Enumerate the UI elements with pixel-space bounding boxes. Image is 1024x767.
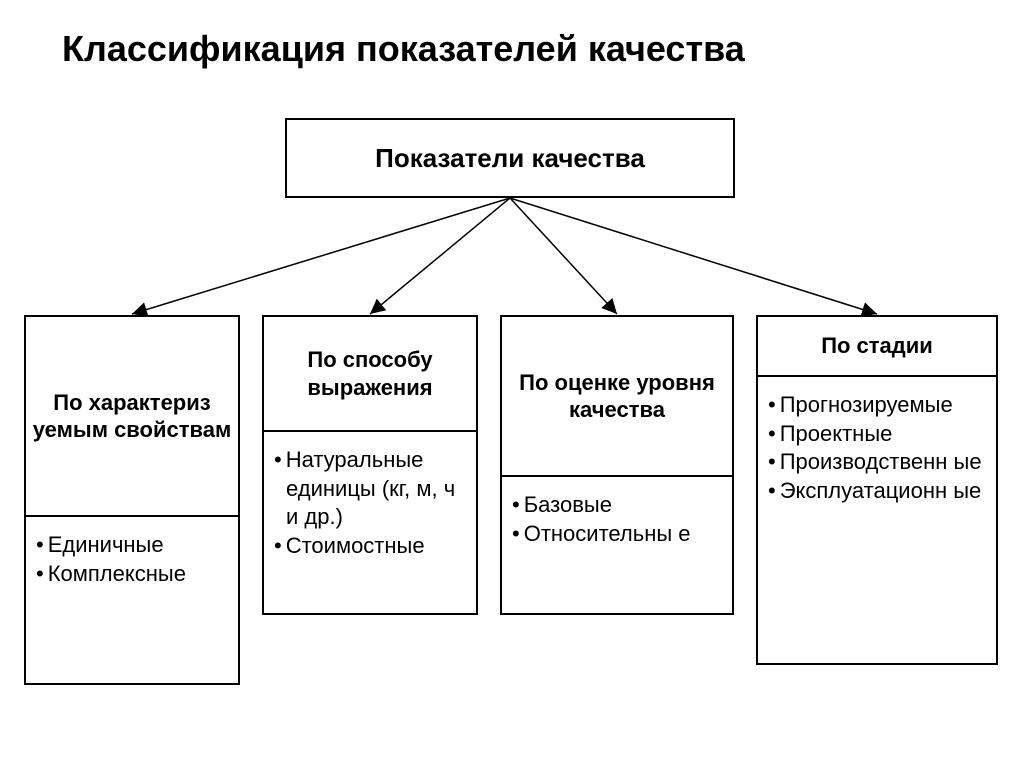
list-item: Проектные (768, 420, 988, 449)
list-item: Относительны е (512, 520, 724, 549)
page-title: Классификация показателей качества (62, 28, 745, 70)
branch-list: ПрогнозируемыеПроектныеПроизводственн ые… (758, 377, 996, 519)
root-node-label: Показатели качества (375, 143, 645, 174)
list-item: Натуральные единицы (кг, м, ч и др.) (274, 446, 468, 532)
list-item: Стоимостные (274, 532, 468, 561)
branch-header: По способу выражения (264, 317, 476, 432)
branch-by-stage: По стадии ПрогнозируемыеПроектныеПроизво… (756, 315, 998, 665)
branch-header: По оценке уровня качества (502, 317, 732, 477)
list-item: Прогнозируемые (768, 391, 988, 420)
branch-by-properties: По характериз уемым свойствам ЕдиничныеК… (24, 315, 240, 685)
branch-list: ЕдиничныеКомплексные (26, 517, 238, 602)
list-item: Комплексные (36, 560, 230, 589)
branch-list: Натуральные единицы (кг, м, ч и др.)Стои… (264, 432, 476, 574)
branch-by-quality-level: По оценке уровня качества БазовыеОтносит… (500, 315, 734, 615)
list-item: Базовые (512, 491, 724, 520)
branch-list: БазовыеОтносительны е (502, 477, 732, 562)
branch-header: По характериз уемым свойствам (26, 317, 238, 517)
branch-header: По стадии (758, 317, 996, 377)
root-node: Показатели качества (285, 118, 735, 198)
list-item: Эксплуатационн ые (768, 477, 988, 506)
list-item: Производственн ые (768, 448, 988, 477)
branch-by-expression: По способу выражения Натуральные единицы… (262, 315, 478, 615)
connector-arrows (0, 198, 1024, 318)
list-item: Единичные (36, 531, 230, 560)
